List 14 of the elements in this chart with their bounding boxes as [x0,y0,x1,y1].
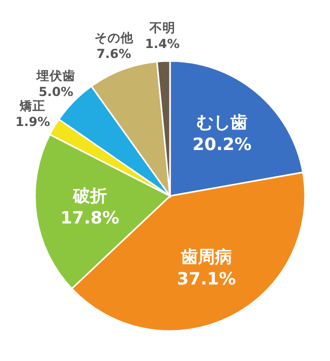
data-label: 5.0% [38,84,74,99]
data-label: 37.1% [176,269,236,290]
data-label: 1.9% [15,114,50,129]
slice-label: その他 [94,30,134,46]
slice-label: 埋伏歯 [35,68,76,83]
slice-label: 矯正 [18,98,46,113]
data-label: 1.4% [144,36,180,52]
data-label: 20.2% [192,134,252,155]
slice-label: むし歯 [196,112,248,133]
slice-label: 歯周病 [180,247,232,268]
data-label: 7.6% [96,46,132,62]
slice-label: 不明 [148,20,176,36]
data-label: 17.8% [60,208,120,228]
slice-label: 破折 [72,186,107,206]
